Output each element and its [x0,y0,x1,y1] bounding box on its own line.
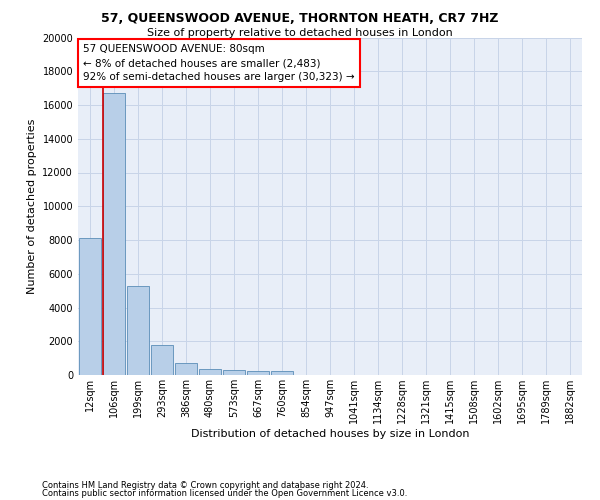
Bar [247,372,269,375]
Bar [151,346,173,375]
Bar [271,372,293,375]
Text: 57, QUEENSWOOD AVENUE, THORNTON HEATH, CR7 7HZ: 57, QUEENSWOOD AVENUE, THORNTON HEATH, C… [101,12,499,26]
Bar [199,368,221,375]
Text: Size of property relative to detached houses in London: Size of property relative to detached ho… [147,28,453,38]
Y-axis label: Number of detached properties: Number of detached properties [27,118,37,294]
Bar [79,238,101,375]
Bar [175,363,197,375]
Text: Contains HM Land Registry data © Crown copyright and database right 2024.: Contains HM Land Registry data © Crown c… [42,480,368,490]
Bar [223,370,245,375]
X-axis label: Distribution of detached houses by size in London: Distribution of detached houses by size … [191,429,469,439]
Bar [127,286,149,375]
Text: Contains public sector information licensed under the Open Government Licence v3: Contains public sector information licen… [42,489,407,498]
Text: 57 QUEENSWOOD AVENUE: 80sqm
← 8% of detached houses are smaller (2,483)
92% of s: 57 QUEENSWOOD AVENUE: 80sqm ← 8% of deta… [83,44,355,82]
Bar [103,93,125,375]
